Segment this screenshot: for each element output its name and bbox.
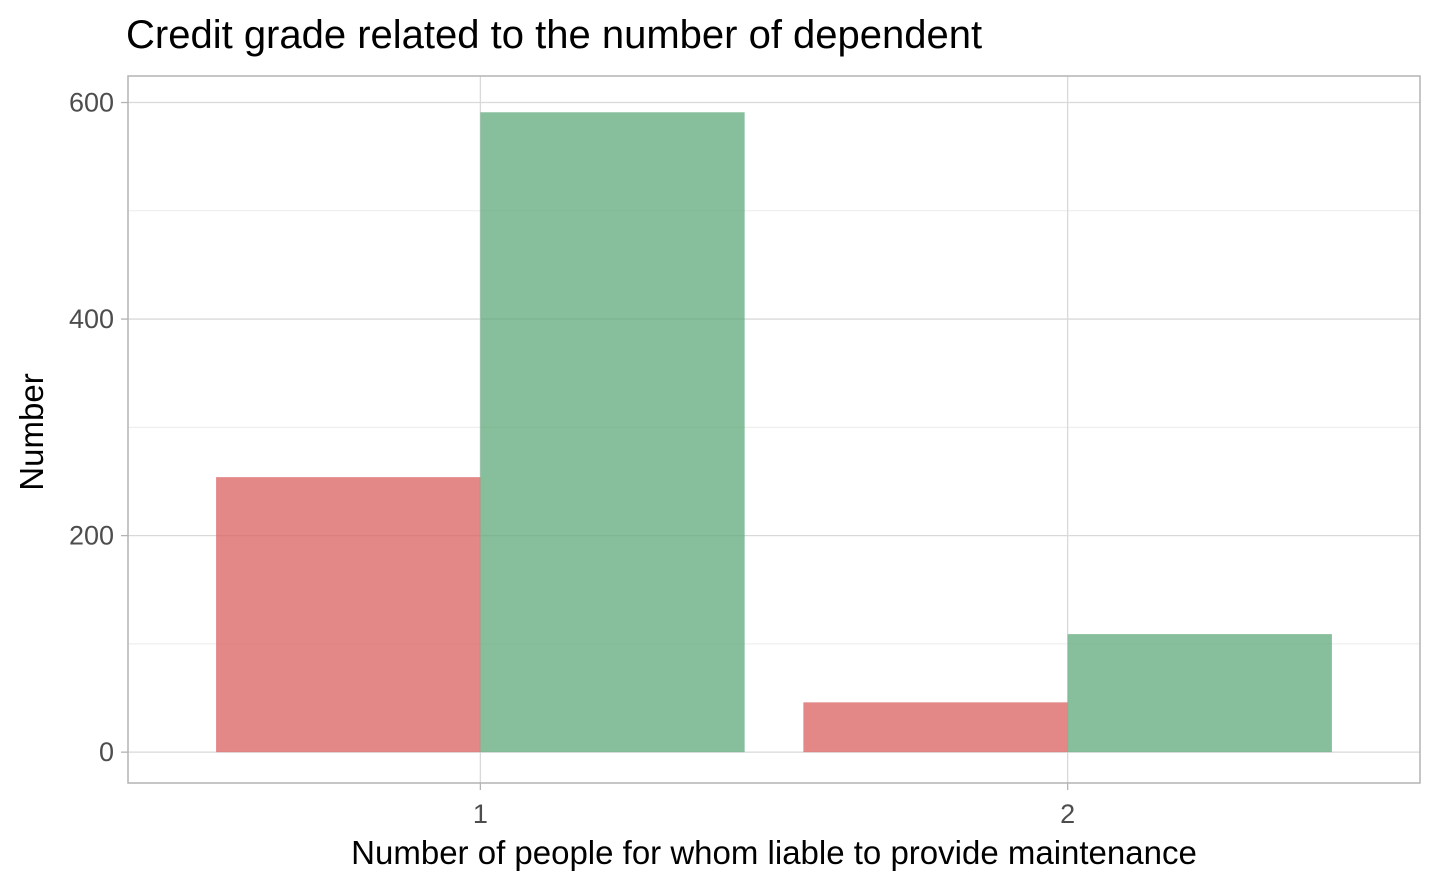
bars	[216, 112, 1332, 753]
y-tick-label: 0	[99, 737, 114, 767]
x-axis-title: Number of people for whom liable to prov…	[351, 834, 1197, 871]
y-tick-label: 200	[69, 521, 114, 551]
bar	[1067, 634, 1332, 753]
y-tick-label: 400	[69, 304, 114, 334]
bar	[480, 112, 745, 753]
x-tick-label: 1	[473, 799, 488, 829]
y-axis-title: Number	[13, 373, 50, 490]
panel-border	[127, 75, 1421, 784]
chart-title: Credit grade related to the number of de…	[126, 13, 982, 57]
x-tick-label: 2	[1060, 799, 1075, 829]
y-axis: 0 200 400 600	[69, 88, 128, 767]
bar	[216, 477, 481, 753]
bar	[803, 702, 1068, 753]
y-tick-label: 600	[69, 88, 114, 118]
